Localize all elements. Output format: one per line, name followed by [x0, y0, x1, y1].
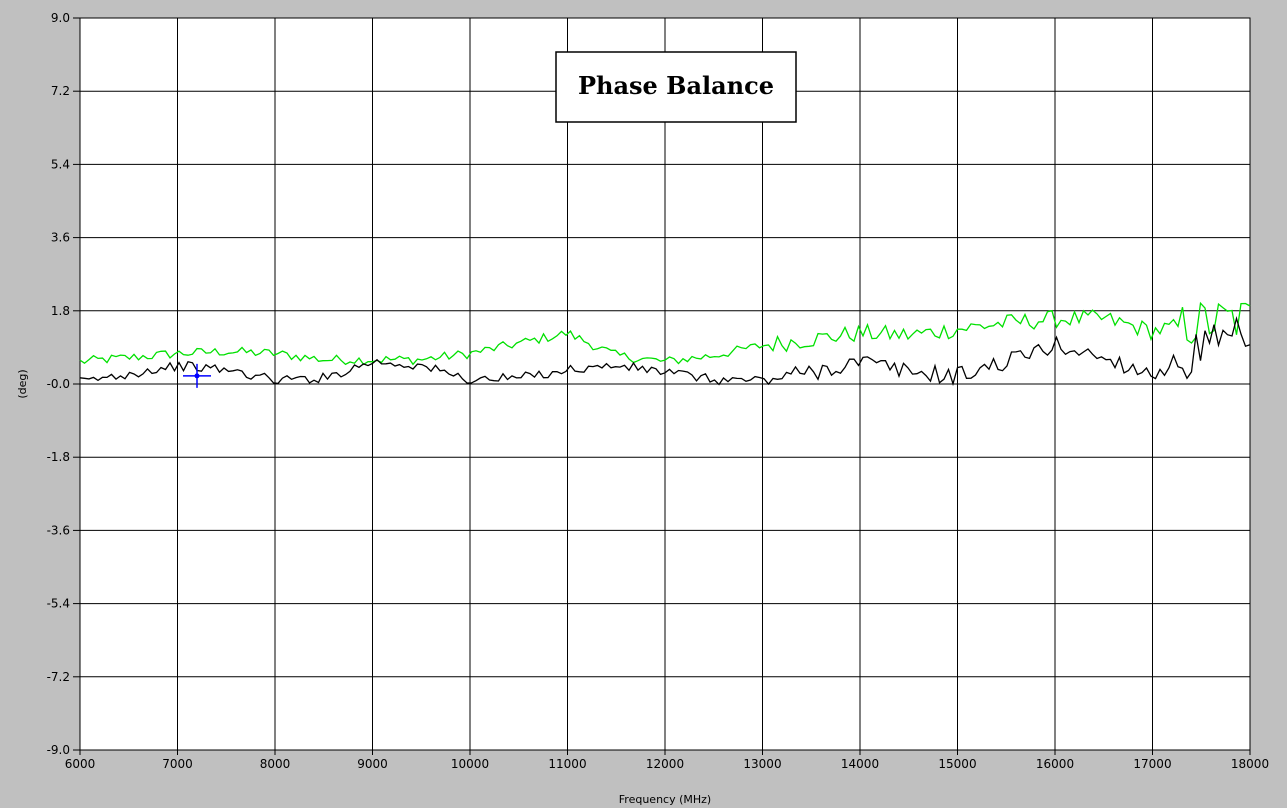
- y-tick-label: -3.6: [47, 523, 70, 537]
- y-tick-label: 5.4: [51, 157, 70, 171]
- y-tick-label: -9.0: [47, 743, 70, 757]
- x-tick-label: 15000: [938, 757, 976, 771]
- y-tick-label: 9.0: [51, 11, 70, 25]
- x-tick-label: 12000: [646, 757, 684, 771]
- x-tick-label: 16000: [1036, 757, 1074, 771]
- x-tick-label: 11000: [548, 757, 586, 771]
- x-tick-label: 6000: [65, 757, 96, 771]
- y-tick-label: -1.8: [47, 450, 70, 464]
- series-line-1: [79, 301, 1251, 366]
- chart-title-box: Phase Balance: [555, 51, 797, 123]
- series-line-2: [79, 316, 1251, 387]
- cursor[interactable]: [183, 363, 211, 388]
- x-tick-label: 17000: [1133, 757, 1171, 771]
- y-tick-label: 1.8: [51, 304, 70, 318]
- x-tick-label: 14000: [841, 757, 879, 771]
- x-axis-title: Frequency (MHz): [619, 793, 711, 806]
- cursor-point[interactable]: [194, 373, 200, 379]
- y-tick-label: 3.6: [51, 231, 70, 245]
- x-tick-label: 7000: [162, 757, 193, 771]
- x-tick-label: 10000: [451, 757, 489, 771]
- data-series: [79, 301, 1251, 387]
- y-tick-label: -5.4: [47, 597, 70, 611]
- x-tick-label: 18000: [1231, 757, 1269, 771]
- x-tick-label: 13000: [743, 757, 781, 771]
- x-tick-label: 8000: [260, 757, 291, 771]
- chart-title: Phase Balance: [578, 71, 774, 100]
- y-tick-label: -0.0: [47, 377, 70, 391]
- y-tick-label: -7.2: [47, 670, 70, 684]
- x-tick-label: 9000: [357, 757, 388, 771]
- tick-labels: 6000 7000 8000 9000 10000 11000 12000 13000 1400…: [47, 11, 1270, 771]
- y-axis-title: (deg): [16, 369, 29, 398]
- y-tick-label: 7.2: [51, 84, 70, 98]
- grid-lines: [79, 17, 1251, 751]
